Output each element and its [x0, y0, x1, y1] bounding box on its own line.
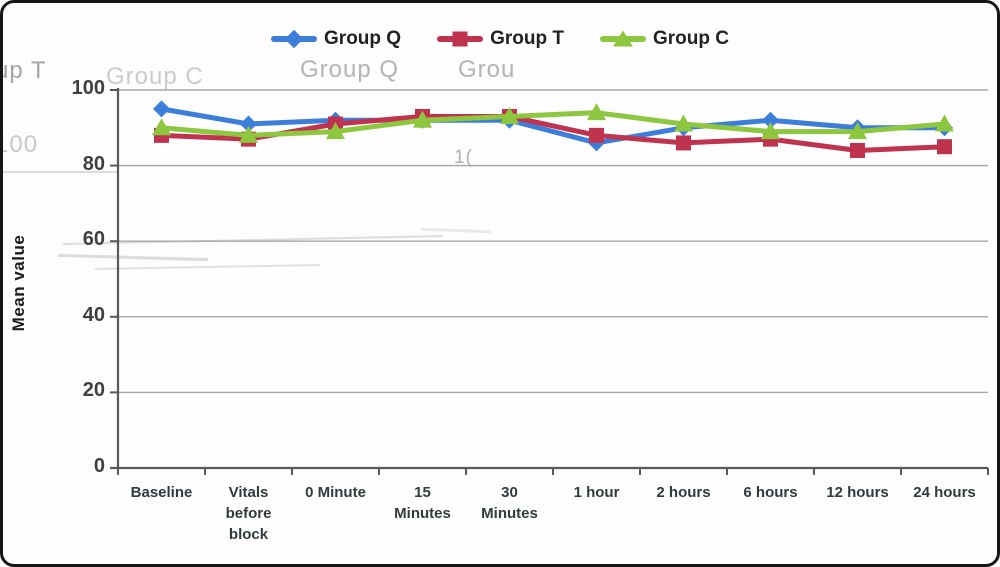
- scan-ghost-text: Group C: [106, 63, 204, 90]
- legend-label: Group T: [490, 28, 564, 49]
- scan-ghost-text: up T: [0, 57, 47, 84]
- square-marker-icon: [437, 31, 484, 47]
- legend-label: Group Q: [324, 28, 402, 49]
- x-tick-label: 6 hours: [743, 484, 798, 501]
- x-tick-label: 15 Minutes: [394, 484, 451, 522]
- scan-smudge: [3, 171, 117, 173]
- y-tick-label: 40: [82, 304, 105, 326]
- y-tick-label: 20: [82, 379, 105, 401]
- scan-smudge: [94, 264, 321, 270]
- scan-ghost-text: 100: [3, 131, 39, 158]
- scan-smudge: [63, 235, 443, 245]
- scan-ghost-text: 1(: [454, 147, 473, 168]
- y-tick-label: 60: [82, 228, 105, 250]
- scan-smudge: [57, 253, 209, 262]
- scan-ghost-text: Group Q: [300, 56, 400, 83]
- y-tick-label: 80: [82, 153, 105, 175]
- y-axis-title: Mean value: [9, 234, 28, 332]
- diamond-marker-icon: [271, 29, 318, 49]
- triangle-marker-icon: [599, 30, 646, 47]
- x-tick-label: 24 hours: [913, 484, 976, 501]
- legend-item-group-c: Group C: [599, 25, 729, 53]
- legend-item-group-t: Group T: [437, 25, 564, 53]
- x-tick-label: 30 Minutes: [481, 484, 538, 522]
- scan-smudge: [420, 227, 492, 234]
- x-tick-label: Vitals before block: [225, 484, 272, 543]
- y-tick-label: 0: [93, 455, 105, 477]
- x-tick-label: 12 hours: [826, 484, 889, 501]
- y-tick-label: 100: [71, 77, 105, 99]
- chart-legend: Group Q Group T Group C: [3, 25, 997, 53]
- x-tick-label: Baseline: [130, 484, 193, 501]
- x-tick-label: 2 hours: [656, 484, 711, 501]
- legend-label: Group C: [652, 28, 729, 49]
- x-tick-label: 1 hour: [573, 484, 620, 501]
- legend-item-group-q: Group Q: [271, 25, 401, 53]
- x-tick-label: 0 Minute: [305, 484, 366, 501]
- scan-ghost-text: Grou: [458, 56, 516, 83]
- x-axis-labels: Baseline Vitals before block 0 Minute 15…: [118, 482, 988, 545]
